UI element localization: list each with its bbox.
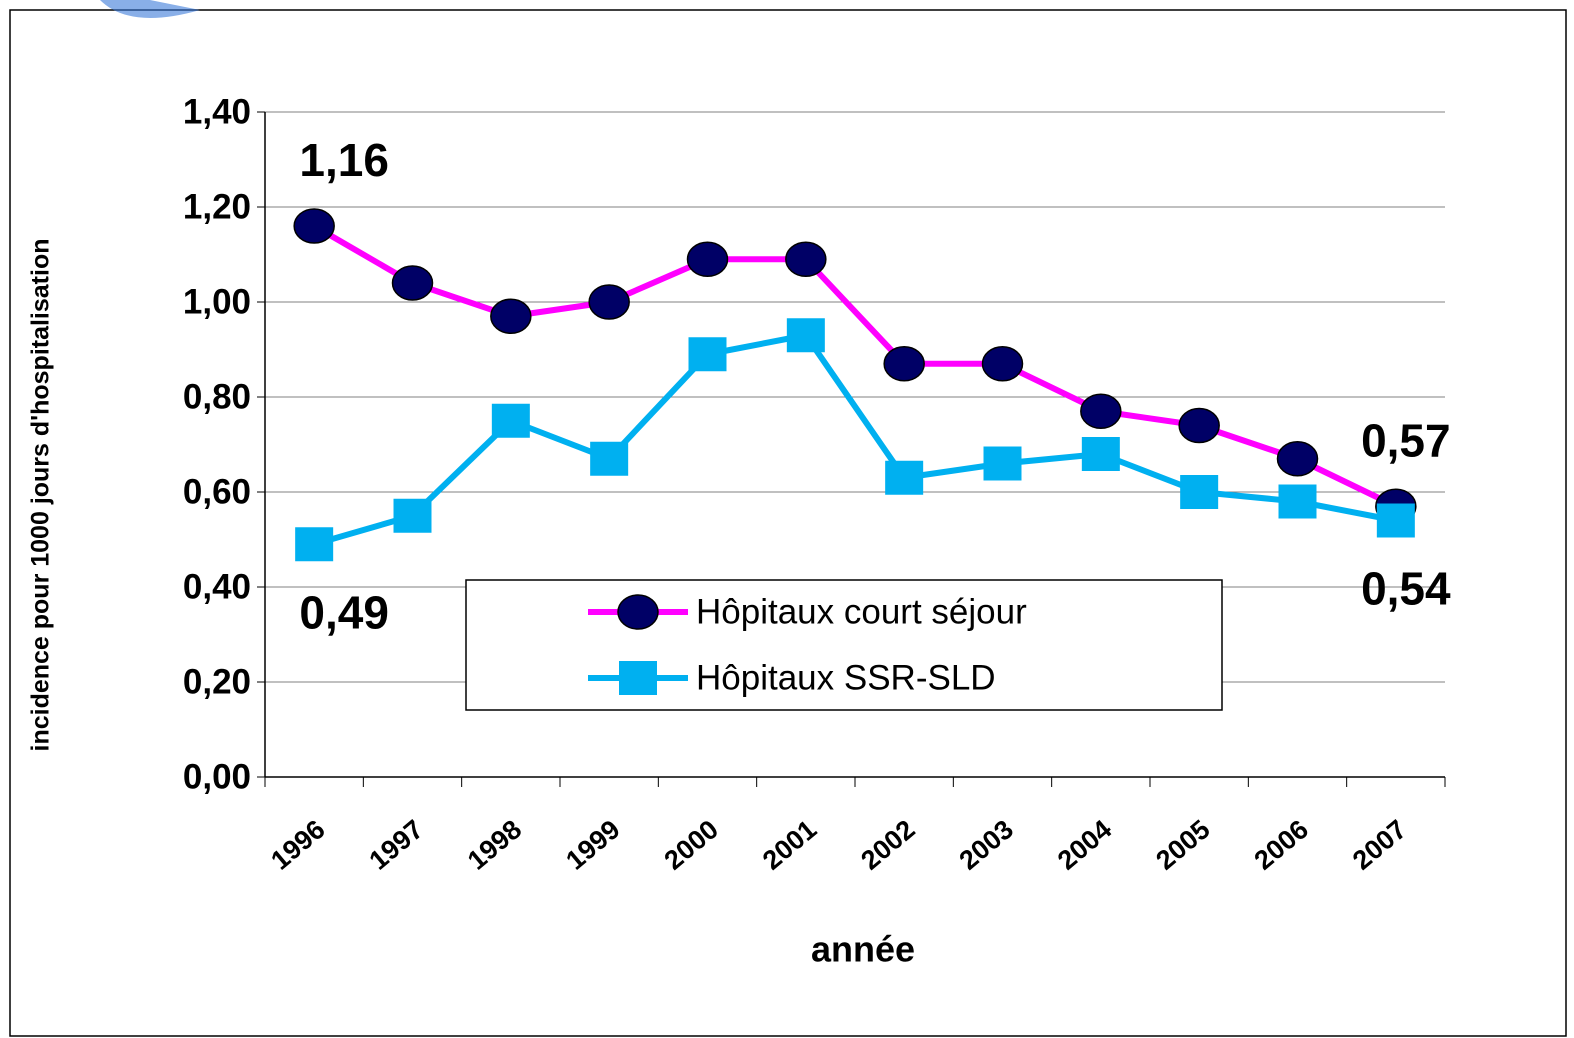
- marker: [393, 498, 432, 533]
- marker: [590, 441, 629, 476]
- y-tick-label: 0,00: [183, 757, 251, 796]
- marker: [883, 346, 925, 382]
- marker: [491, 403, 530, 438]
- legend: Hôpitaux court séjour Hôpitaux SSR-SLD: [465, 579, 1223, 711]
- marker: [981, 346, 1024, 382]
- y-tick-label: 1,40: [183, 92, 251, 131]
- marker: [885, 460, 924, 495]
- marker: [588, 284, 630, 320]
- y-tick-label: 0,20: [183, 662, 251, 701]
- data-label: 1,16: [299, 134, 389, 186]
- marker: [1080, 393, 1122, 429]
- data-label: 0,57: [1361, 414, 1451, 466]
- data-label: 0,54: [1361, 563, 1451, 615]
- x-axis-title: année: [811, 929, 915, 970]
- marker: [391, 265, 434, 301]
- legend-marker: [617, 594, 659, 630]
- data-label: 0,49: [299, 586, 389, 638]
- marker: [490, 298, 532, 334]
- legend-label: Hôpitaux SSR-SLD: [696, 658, 996, 697]
- y-tick-label: 0,40: [183, 567, 251, 606]
- marker: [983, 446, 1022, 481]
- marker: [1178, 407, 1220, 444]
- marker: [1081, 437, 1120, 471]
- legend-marker: [619, 661, 657, 695]
- y-tick-label: 0,80: [183, 377, 251, 416]
- marker: [785, 241, 827, 277]
- marker: [293, 208, 335, 244]
- legend-label: Hôpitaux court séjour: [696, 592, 1027, 631]
- marker: [1180, 475, 1219, 509]
- marker: [1276, 441, 1319, 477]
- y-axis-title: incidence pour 1000 jours d'hospitalisat…: [27, 238, 55, 751]
- marker: [1376, 503, 1415, 538]
- y-tick-label: 1,20: [183, 187, 251, 226]
- marker: [1278, 484, 1317, 519]
- frame: [9, 9, 1567, 1037]
- marker: [295, 527, 334, 562]
- legend-box: [465, 579, 1223, 711]
- y-tick-label: 0,60: [183, 472, 251, 511]
- marker: [688, 337, 727, 372]
- logo-fragment: [100, 0, 200, 18]
- marker: [686, 241, 729, 277]
- marker: [786, 318, 825, 353]
- y-tick-label: 1,00: [183, 282, 251, 321]
